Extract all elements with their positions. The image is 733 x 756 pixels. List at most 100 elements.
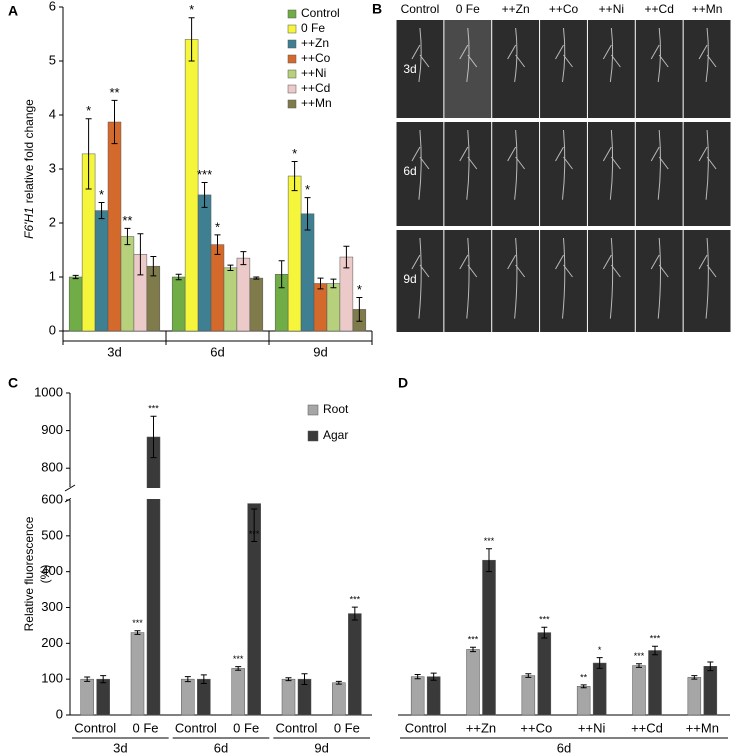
x-tick-label: Control	[175, 720, 217, 735]
error-bar	[188, 17, 195, 62]
row-label: 3d	[403, 62, 416, 76]
bar	[184, 39, 199, 332]
y-axis-label-italic: F6'H1	[22, 207, 36, 239]
bar	[648, 650, 662, 716]
bar	[236, 257, 251, 332]
root	[507, 129, 526, 200]
error-bar	[317, 277, 324, 290]
seedling-photo	[635, 122, 683, 226]
bar	[80, 678, 94, 716]
y-tick-label: 0	[56, 706, 63, 721]
seedling-photo	[492, 122, 540, 226]
bar	[210, 244, 225, 332]
legend-label: ++Zn	[301, 36, 329, 50]
y-tick-label: 500	[41, 527, 63, 542]
legend-swatch	[287, 99, 297, 109]
break-gap	[71, 488, 373, 499]
root	[459, 129, 478, 200]
bar	[197, 678, 211, 716]
significance: *	[86, 103, 91, 118]
error-bar	[184, 676, 191, 683]
row-label: 6d	[403, 164, 416, 178]
significance: **	[580, 672, 588, 682]
group-label: 3d	[113, 740, 127, 755]
error-bar	[214, 234, 221, 255]
root	[555, 237, 573, 319]
seedling-photo	[492, 230, 540, 332]
root	[650, 237, 669, 319]
legend-label: Control	[301, 6, 340, 20]
panel-label: D	[398, 375, 408, 391]
column-label: ++Cd	[645, 2, 674, 16]
bar	[326, 283, 341, 332]
seedling-photo	[444, 230, 492, 332]
legend-swatch	[307, 430, 319, 442]
x-tick-label: Control	[276, 720, 318, 735]
error-bar	[84, 676, 91, 682]
root	[459, 237, 478, 319]
seedling-photo	[396, 20, 444, 118]
error-bar	[335, 680, 342, 685]
error-bar	[175, 273, 182, 281]
bar	[592, 662, 607, 716]
y-tick-label: 100	[41, 671, 63, 686]
seedling-photo	[396, 122, 444, 226]
legend-swatch	[287, 9, 297, 19]
y-tick-label: 800	[41, 460, 63, 475]
seedling-photo	[635, 230, 683, 332]
y-tick-label: 4	[49, 106, 56, 121]
error-bar	[301, 673, 308, 686]
seedling-photo	[683, 20, 731, 118]
error-bar	[691, 675, 698, 680]
bar	[107, 121, 122, 332]
group-label: 6d	[557, 740, 571, 755]
x-tick-label: 9d	[313, 344, 327, 359]
significance: ***	[539, 615, 550, 625]
error-bar	[98, 201, 105, 220]
error-bar	[227, 264, 234, 272]
root	[411, 237, 430, 319]
bar	[521, 675, 536, 716]
root	[411, 129, 430, 200]
significance: **	[122, 213, 132, 228]
error-bar	[414, 674, 421, 680]
error-bar	[285, 677, 292, 682]
legend-swatch	[287, 84, 297, 94]
legend-label: ++Mn	[301, 96, 332, 110]
significance: ***	[468, 635, 479, 645]
x-tick-label: ++Ni	[578, 720, 606, 735]
significance: *	[598, 645, 602, 655]
root	[650, 129, 669, 200]
root	[698, 237, 717, 319]
error-bar	[596, 657, 603, 669]
seedling-photo	[444, 122, 492, 226]
error-bar	[150, 415, 157, 459]
column-label: 0 Fe	[456, 2, 480, 16]
error-bar	[150, 255, 157, 277]
y-tick-label: 300	[41, 599, 63, 614]
bar	[130, 632, 145, 716]
x-tick-label: Control	[405, 720, 447, 735]
y-tick-label: 1000	[34, 384, 63, 399]
error-bar	[235, 666, 242, 671]
error-bar	[111, 99, 118, 145]
bar	[68, 276, 83, 332]
error-bar	[72, 274, 79, 280]
row-label: 9d	[403, 272, 416, 286]
error-bar	[580, 684, 587, 689]
bar	[348, 613, 362, 716]
seedling-photo	[540, 122, 587, 226]
root	[459, 27, 478, 82]
seedling-photo	[492, 20, 540, 118]
panel-label: B	[372, 1, 382, 17]
legend-swatch	[287, 39, 297, 49]
significance: ***	[233, 654, 244, 664]
bar	[287, 175, 302, 332]
bar	[197, 194, 212, 332]
legend-swatch	[287, 54, 297, 64]
bar	[247, 503, 261, 716]
x-tick-label: 0 Fe	[334, 720, 360, 735]
bar	[94, 210, 109, 332]
legend-swatch	[287, 24, 297, 34]
panel-label: A	[8, 3, 18, 19]
